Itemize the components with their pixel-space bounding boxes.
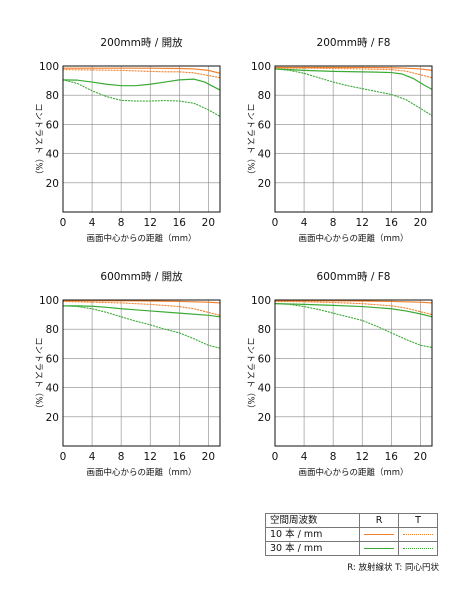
x-tick-label: 4 bbox=[89, 451, 96, 463]
legend-swatch-10-t bbox=[403, 534, 433, 535]
legend-row-30: 30 本 / mm bbox=[265, 541, 438, 556]
series-line bbox=[274, 303, 433, 318]
x-tick-label: 0 bbox=[272, 451, 279, 463]
y-tick-label: 60 bbox=[46, 353, 59, 365]
x-tick-label: 8 bbox=[330, 217, 337, 229]
chart-1: 200mm時 / 開放 0 4 8 12 16 20 20 40 60 80 100 画面中心からの距離… bbox=[33, 36, 221, 244]
y-tick-label: 100 bbox=[39, 61, 59, 73]
chart-2: 200mm時 / F8 0 4 8 12 16 20 20 40 60 80 100 画面中心からの距離… bbox=[245, 37, 433, 244]
y-tick-label: 80 bbox=[46, 324, 59, 336]
y-tick-label: 80 bbox=[46, 90, 59, 102]
y-axis-label: コントラスト（%） bbox=[33, 337, 44, 413]
series-line bbox=[62, 78, 221, 91]
series-line bbox=[62, 69, 221, 79]
chart-4: 600mm時 / F8 0 4 8 12 16 20 20 40 60 80 100 画面中心からの距離… bbox=[245, 271, 433, 478]
y-tick-label: 20 bbox=[46, 412, 59, 424]
legend-swatch-30-r bbox=[364, 548, 394, 549]
chart-3: 600mm時 / 開放 0 4 8 12 16 20 20 40 60 80 100 画面中心からの距離… bbox=[33, 270, 221, 478]
y-tick-label: 80 bbox=[258, 324, 271, 336]
series-line bbox=[274, 66, 433, 71]
series-line bbox=[274, 300, 433, 304]
y-tick-label: 20 bbox=[46, 178, 59, 190]
legend-row-10: 10 本 / mm bbox=[265, 527, 438, 542]
y-tick-label: 40 bbox=[258, 383, 271, 395]
plot-frame bbox=[274, 65, 433, 213]
x-tick-label: 12 bbox=[144, 451, 157, 463]
series-line bbox=[62, 305, 221, 318]
mtf-charts: 200mm時 / 開放0 4 8 12 16 2020406080100画面中心からの距離… bbox=[33, 36, 433, 478]
legend-swatch-30-t bbox=[403, 548, 433, 549]
y-tick-label: 100 bbox=[39, 295, 59, 307]
legend-row-10-label: 10 本 / mm bbox=[265, 527, 360, 542]
legend-table: 空間周波数 R T 10 本 / mm 30 本 / mm bbox=[265, 513, 438, 556]
series-line bbox=[62, 67, 221, 74]
x-tick-label: 16 bbox=[385, 451, 399, 463]
x-axis-label: 画面中心からの距離（mm） bbox=[298, 467, 408, 478]
y-tick-label: 100 bbox=[251, 61, 271, 73]
y-tick-label: 40 bbox=[46, 149, 59, 161]
x-tick-label: 20 bbox=[202, 451, 215, 463]
plot-frame bbox=[62, 65, 221, 213]
x-tick-label: 4 bbox=[301, 451, 308, 463]
x-tick-label: 4 bbox=[89, 217, 96, 229]
x-tick-label: 16 bbox=[173, 451, 187, 463]
series-line bbox=[274, 68, 433, 90]
x-tick-label: 4 bbox=[301, 217, 308, 229]
x-tick-label: 8 bbox=[118, 451, 125, 463]
y-tick-label: 60 bbox=[46, 119, 59, 131]
series-line bbox=[62, 305, 221, 349]
series-line bbox=[274, 68, 433, 117]
y-axis-label: コントラスト（%） bbox=[245, 103, 256, 179]
y-tick-label: 20 bbox=[258, 178, 271, 190]
x-axis-label: 画面中心からの距離（mm） bbox=[298, 233, 408, 244]
y-tick-label: 100 bbox=[251, 295, 271, 307]
y-tick-label: 60 bbox=[258, 119, 271, 131]
legend-col-t: T bbox=[398, 513, 438, 528]
y-tick-label: 20 bbox=[258, 412, 271, 424]
chart-title: 600mm時 / 開放 bbox=[100, 270, 183, 283]
x-tick-label: 8 bbox=[330, 451, 337, 463]
y-tick-label: 40 bbox=[258, 149, 271, 161]
y-tick-label: 40 bbox=[46, 383, 59, 395]
x-tick-label: 0 bbox=[60, 217, 67, 229]
x-tick-label: 12 bbox=[356, 217, 369, 229]
series-line bbox=[62, 300, 221, 316]
series-line bbox=[274, 300, 433, 316]
x-tick-label: 20 bbox=[202, 217, 215, 229]
chart-title: 600mm時 / F8 bbox=[317, 271, 391, 283]
legend-col-r: R bbox=[359, 513, 399, 528]
x-tick-label: 12 bbox=[356, 451, 369, 463]
series-line bbox=[62, 300, 221, 304]
series-line bbox=[274, 67, 433, 79]
legend-row-30-label: 30 本 / mm bbox=[265, 541, 360, 556]
plot-frame bbox=[62, 299, 221, 447]
x-tick-label: 8 bbox=[118, 217, 125, 229]
x-tick-label: 20 bbox=[414, 217, 427, 229]
chart-title: 200mm時 / 開放 bbox=[100, 36, 183, 49]
x-tick-label: 20 bbox=[414, 451, 427, 463]
y-axis-label: コントラスト（%） bbox=[33, 103, 44, 179]
legend-header: 空間周波数 bbox=[265, 513, 360, 528]
y-tick-label: 60 bbox=[258, 353, 271, 365]
series-line bbox=[62, 79, 221, 117]
x-tick-label: 0 bbox=[60, 451, 67, 463]
x-tick-label: 16 bbox=[385, 217, 399, 229]
x-tick-label: 0 bbox=[272, 217, 279, 229]
x-tick-label: 16 bbox=[173, 217, 187, 229]
y-axis-label: コントラスト（%） bbox=[245, 337, 256, 413]
plot-frame bbox=[274, 299, 433, 447]
legend-header-row: 空間周波数 R T bbox=[265, 513, 438, 528]
legend-note: R: 放射線状 T: 同心円状 bbox=[347, 563, 439, 573]
x-axis-label: 画面中心からの距離（mm） bbox=[86, 233, 196, 244]
y-tick-label: 80 bbox=[258, 90, 271, 102]
chart-title: 200mm時 / F8 bbox=[317, 37, 391, 49]
x-axis-label: 画面中心からの距離（mm） bbox=[86, 467, 196, 478]
legend-swatch-10-r bbox=[364, 534, 394, 535]
series-line bbox=[274, 303, 433, 349]
x-tick-label: 12 bbox=[144, 217, 157, 229]
